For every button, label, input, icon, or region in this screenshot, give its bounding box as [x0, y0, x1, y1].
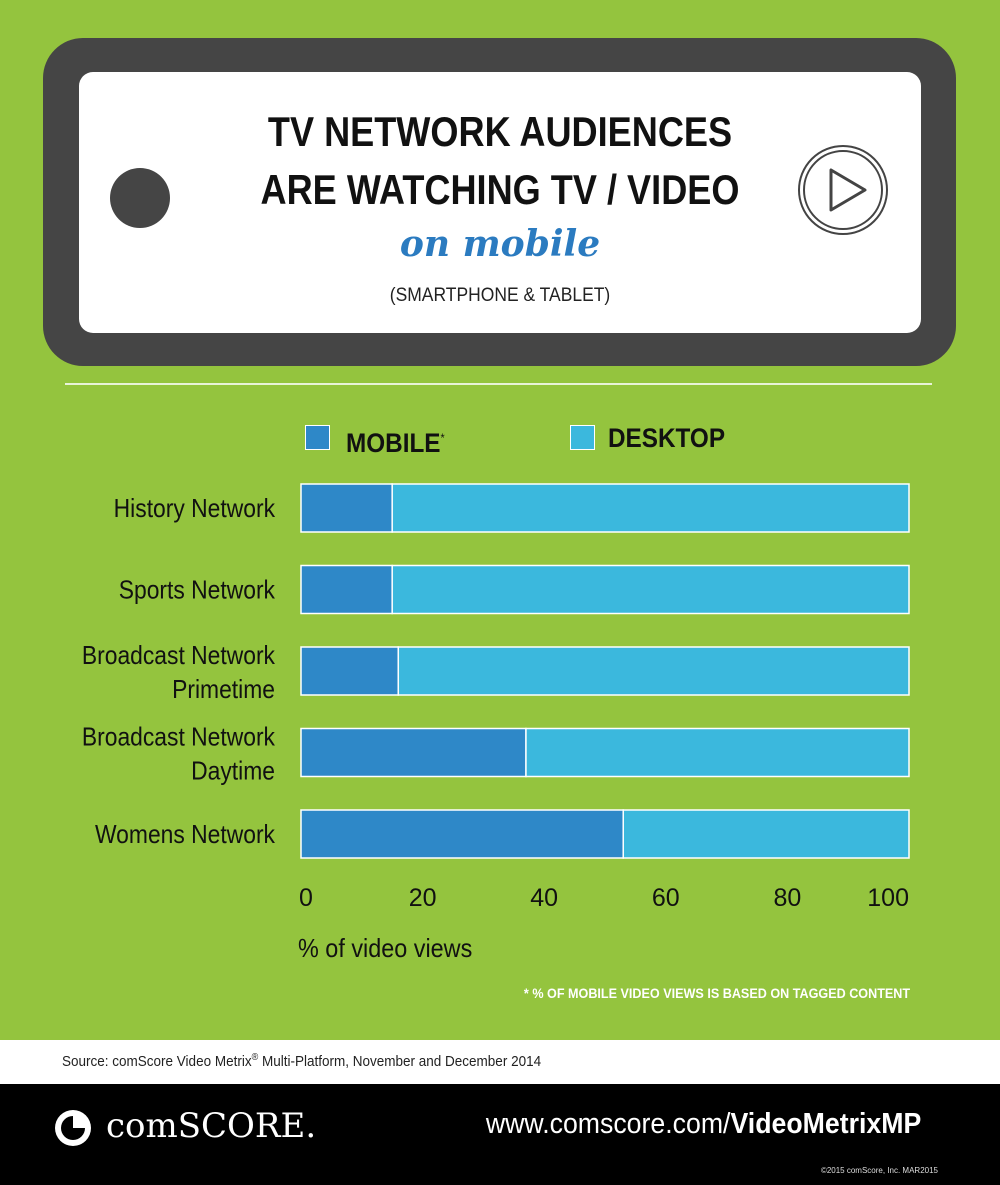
footnote: * % OF MOBILE VIDEO VIEWS IS BASED ON TA…	[523, 985, 910, 1001]
legend-swatch-desktop	[570, 425, 595, 450]
phone-screen	[79, 72, 921, 333]
title-line-2: ARE WATCHING TV / VIDEO	[260, 166, 740, 213]
category-label: Sports Network	[119, 576, 276, 605]
copyright: ©2015 comScore, Inc. MAR2015	[820, 1166, 938, 1175]
x-tick-label: 0	[299, 884, 313, 912]
bar-mobile-4	[300, 809, 624, 859]
bar-desktop-3	[525, 727, 910, 778]
bar-mobile-2	[300, 646, 400, 696]
bar-desktop-2	[397, 646, 910, 696]
x-tick-label: 20	[409, 884, 437, 912]
home-button-icon	[110, 168, 170, 228]
legend-label-mobile: MOBILE*	[346, 428, 445, 458]
comscore-logo-text: comSCORE.	[106, 1106, 317, 1146]
bar-mobile-0	[300, 483, 393, 533]
subtitle: (SMARTPHONE & TABLET)	[389, 285, 611, 306]
title-line-1: TV NETWORK AUDIENCES	[267, 108, 733, 155]
play-icon	[798, 145, 888, 235]
legend-label-desktop: DESKTOP	[608, 423, 726, 453]
bar-mobile-1	[300, 564, 393, 615]
x-tick-label: 100	[867, 884, 909, 912]
category-label: Broadcast Network Primetime	[82, 642, 276, 705]
bar-desktop-1	[391, 564, 910, 615]
x-tick-label: 60	[652, 884, 680, 912]
x-axis-label: % of video views	[298, 933, 473, 963]
x-tick-label: 80	[773, 884, 801, 912]
legend-swatch-mobile	[305, 425, 330, 450]
title-line-3: on mobile	[399, 223, 601, 265]
stacked-bar-chart: History Network Sports Network Broadcast N…	[82, 483, 910, 912]
comscore-logo-icon	[55, 1110, 91, 1146]
source-text: Source: comScore Video Metrix® Multi-Pla…	[62, 1052, 542, 1070]
source-bar	[0, 1040, 1000, 1084]
x-tick-label: 40	[530, 884, 558, 912]
divider	[65, 383, 932, 385]
category-label: History Network	[114, 495, 276, 524]
footer	[0, 1084, 1000, 1185]
bar-mobile-3	[300, 727, 527, 778]
footer-url[interactable]: www.comscore.com/VideoMetrixMP	[485, 1108, 921, 1140]
bar-desktop-0	[391, 483, 910, 533]
category-label: Broadcast Network Daytime	[82, 723, 276, 786]
bar-desktop-4	[622, 809, 910, 859]
category-label: Womens Network	[95, 821, 276, 850]
